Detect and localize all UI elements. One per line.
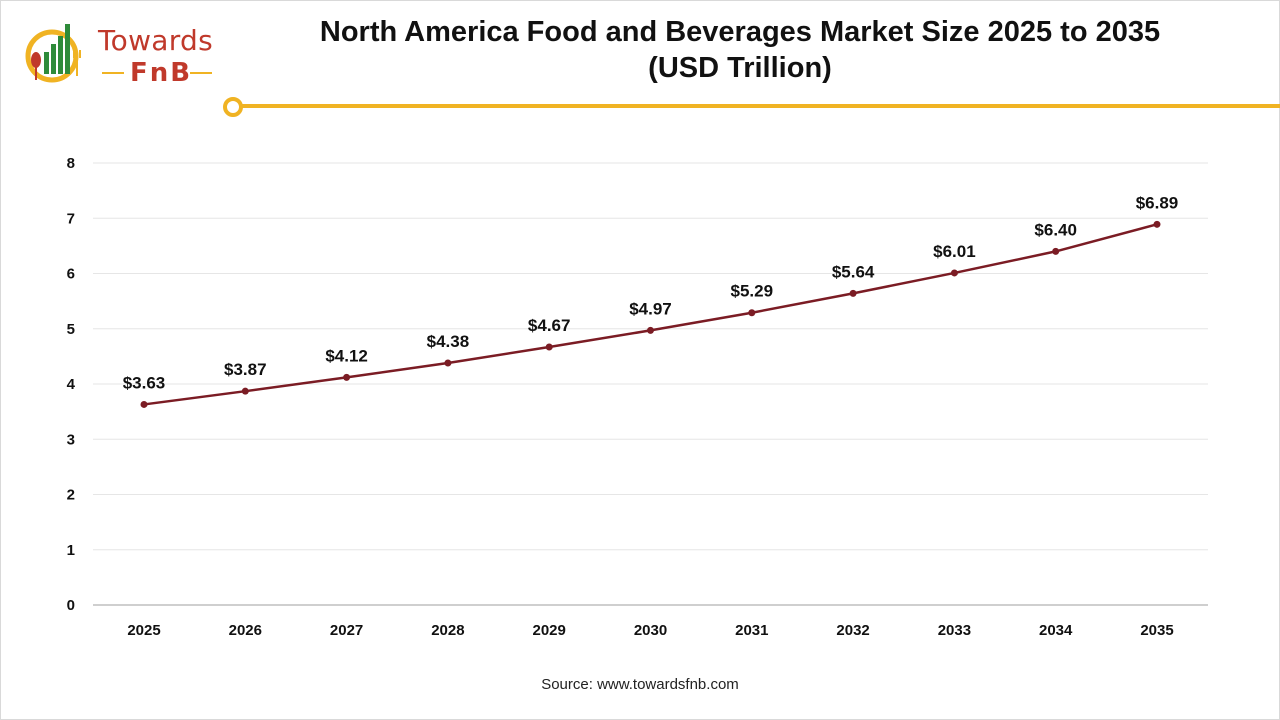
data-label: $4.67 <box>528 316 571 335</box>
logo-text-towards: Towards <box>98 24 214 57</box>
towards-fnb-logo: Towards FnB <box>22 16 222 96</box>
data-point <box>343 373 351 381</box>
data-label: $4.38 <box>427 332 470 351</box>
y-tick-label: 6 <box>67 266 75 283</box>
source-note: Source: www.towardsfnb.com <box>541 676 739 693</box>
data-label: $6.01 <box>933 242 976 261</box>
logo-dash-right <box>190 72 212 74</box>
chart-title-line1: North America Food and Beverages Market … <box>319 16 1161 48</box>
data-label: $4.12 <box>325 346 368 365</box>
data-label: $4.97 <box>629 299 672 318</box>
x-tick-label: 2035 <box>1140 622 1173 639</box>
data-point <box>849 289 857 297</box>
x-tick-label: 2032 <box>836 622 869 639</box>
x-tick-label: 2033 <box>938 622 971 639</box>
x-tick-label: 2034 <box>1039 622 1073 639</box>
data-point <box>1052 247 1060 255</box>
data-point <box>748 309 756 317</box>
x-tick-label: 2025 <box>127 622 160 639</box>
data-point <box>241 387 249 395</box>
chart-title-line2: (USD Trillion) <box>648 52 832 84</box>
accent-dot <box>223 97 243 117</box>
data-label: $3.63 <box>123 373 166 392</box>
x-tick-label: 2027 <box>330 622 363 639</box>
data-point <box>647 326 654 334</box>
data-label: $5.29 <box>731 282 774 301</box>
y-tick-label: 0 <box>67 597 75 614</box>
chart-title: North America Food and Beverages Market … <box>240 14 1240 86</box>
x-tick-label: 2029 <box>533 622 566 639</box>
y-axis-ticks: 0 1 2 3 4 5 6 7 8 <box>67 155 76 614</box>
x-tick-label: 2026 <box>229 622 262 639</box>
data-point <box>140 400 148 408</box>
data-label: $6.89 <box>1136 193 1179 212</box>
gridlines <box>93 162 1208 606</box>
data-point <box>545 343 553 351</box>
data-point <box>1153 220 1161 228</box>
x-tick-label: 2031 <box>735 622 768 639</box>
data-label: $5.64 <box>832 262 875 281</box>
data-labels: $3.63 $3.87 $4.12 $4.38 $4.67 $4.97 $5.29 $5.64… <box>123 193 1179 392</box>
x-tick-label: 2030 <box>634 622 667 639</box>
data-label: $6.40 <box>1034 220 1077 239</box>
y-tick-label: 2 <box>67 487 75 504</box>
logo-text-fnb: FnB <box>130 58 193 88</box>
data-point <box>950 269 958 277</box>
y-tick-label: 3 <box>67 431 75 448</box>
data-label: $3.87 <box>224 360 267 379</box>
y-tick-label: 7 <box>67 210 75 227</box>
y-tick-label: 8 <box>67 155 75 172</box>
x-axis-ticks: 2025 2026 2027 2028 2029 2030 2031 2032 2033 2034… <box>127 622 1173 639</box>
accent-line <box>242 104 1280 108</box>
series-group <box>140 220 1161 408</box>
data-point <box>444 359 452 367</box>
logo-dash-left <box>102 72 124 74</box>
y-tick-label: 1 <box>67 542 75 559</box>
y-tick-label: 5 <box>67 321 75 338</box>
y-tick-label: 4 <box>67 376 76 393</box>
x-tick-label: 2028 <box>431 622 464 639</box>
logo-emblem-icon <box>25 24 81 83</box>
